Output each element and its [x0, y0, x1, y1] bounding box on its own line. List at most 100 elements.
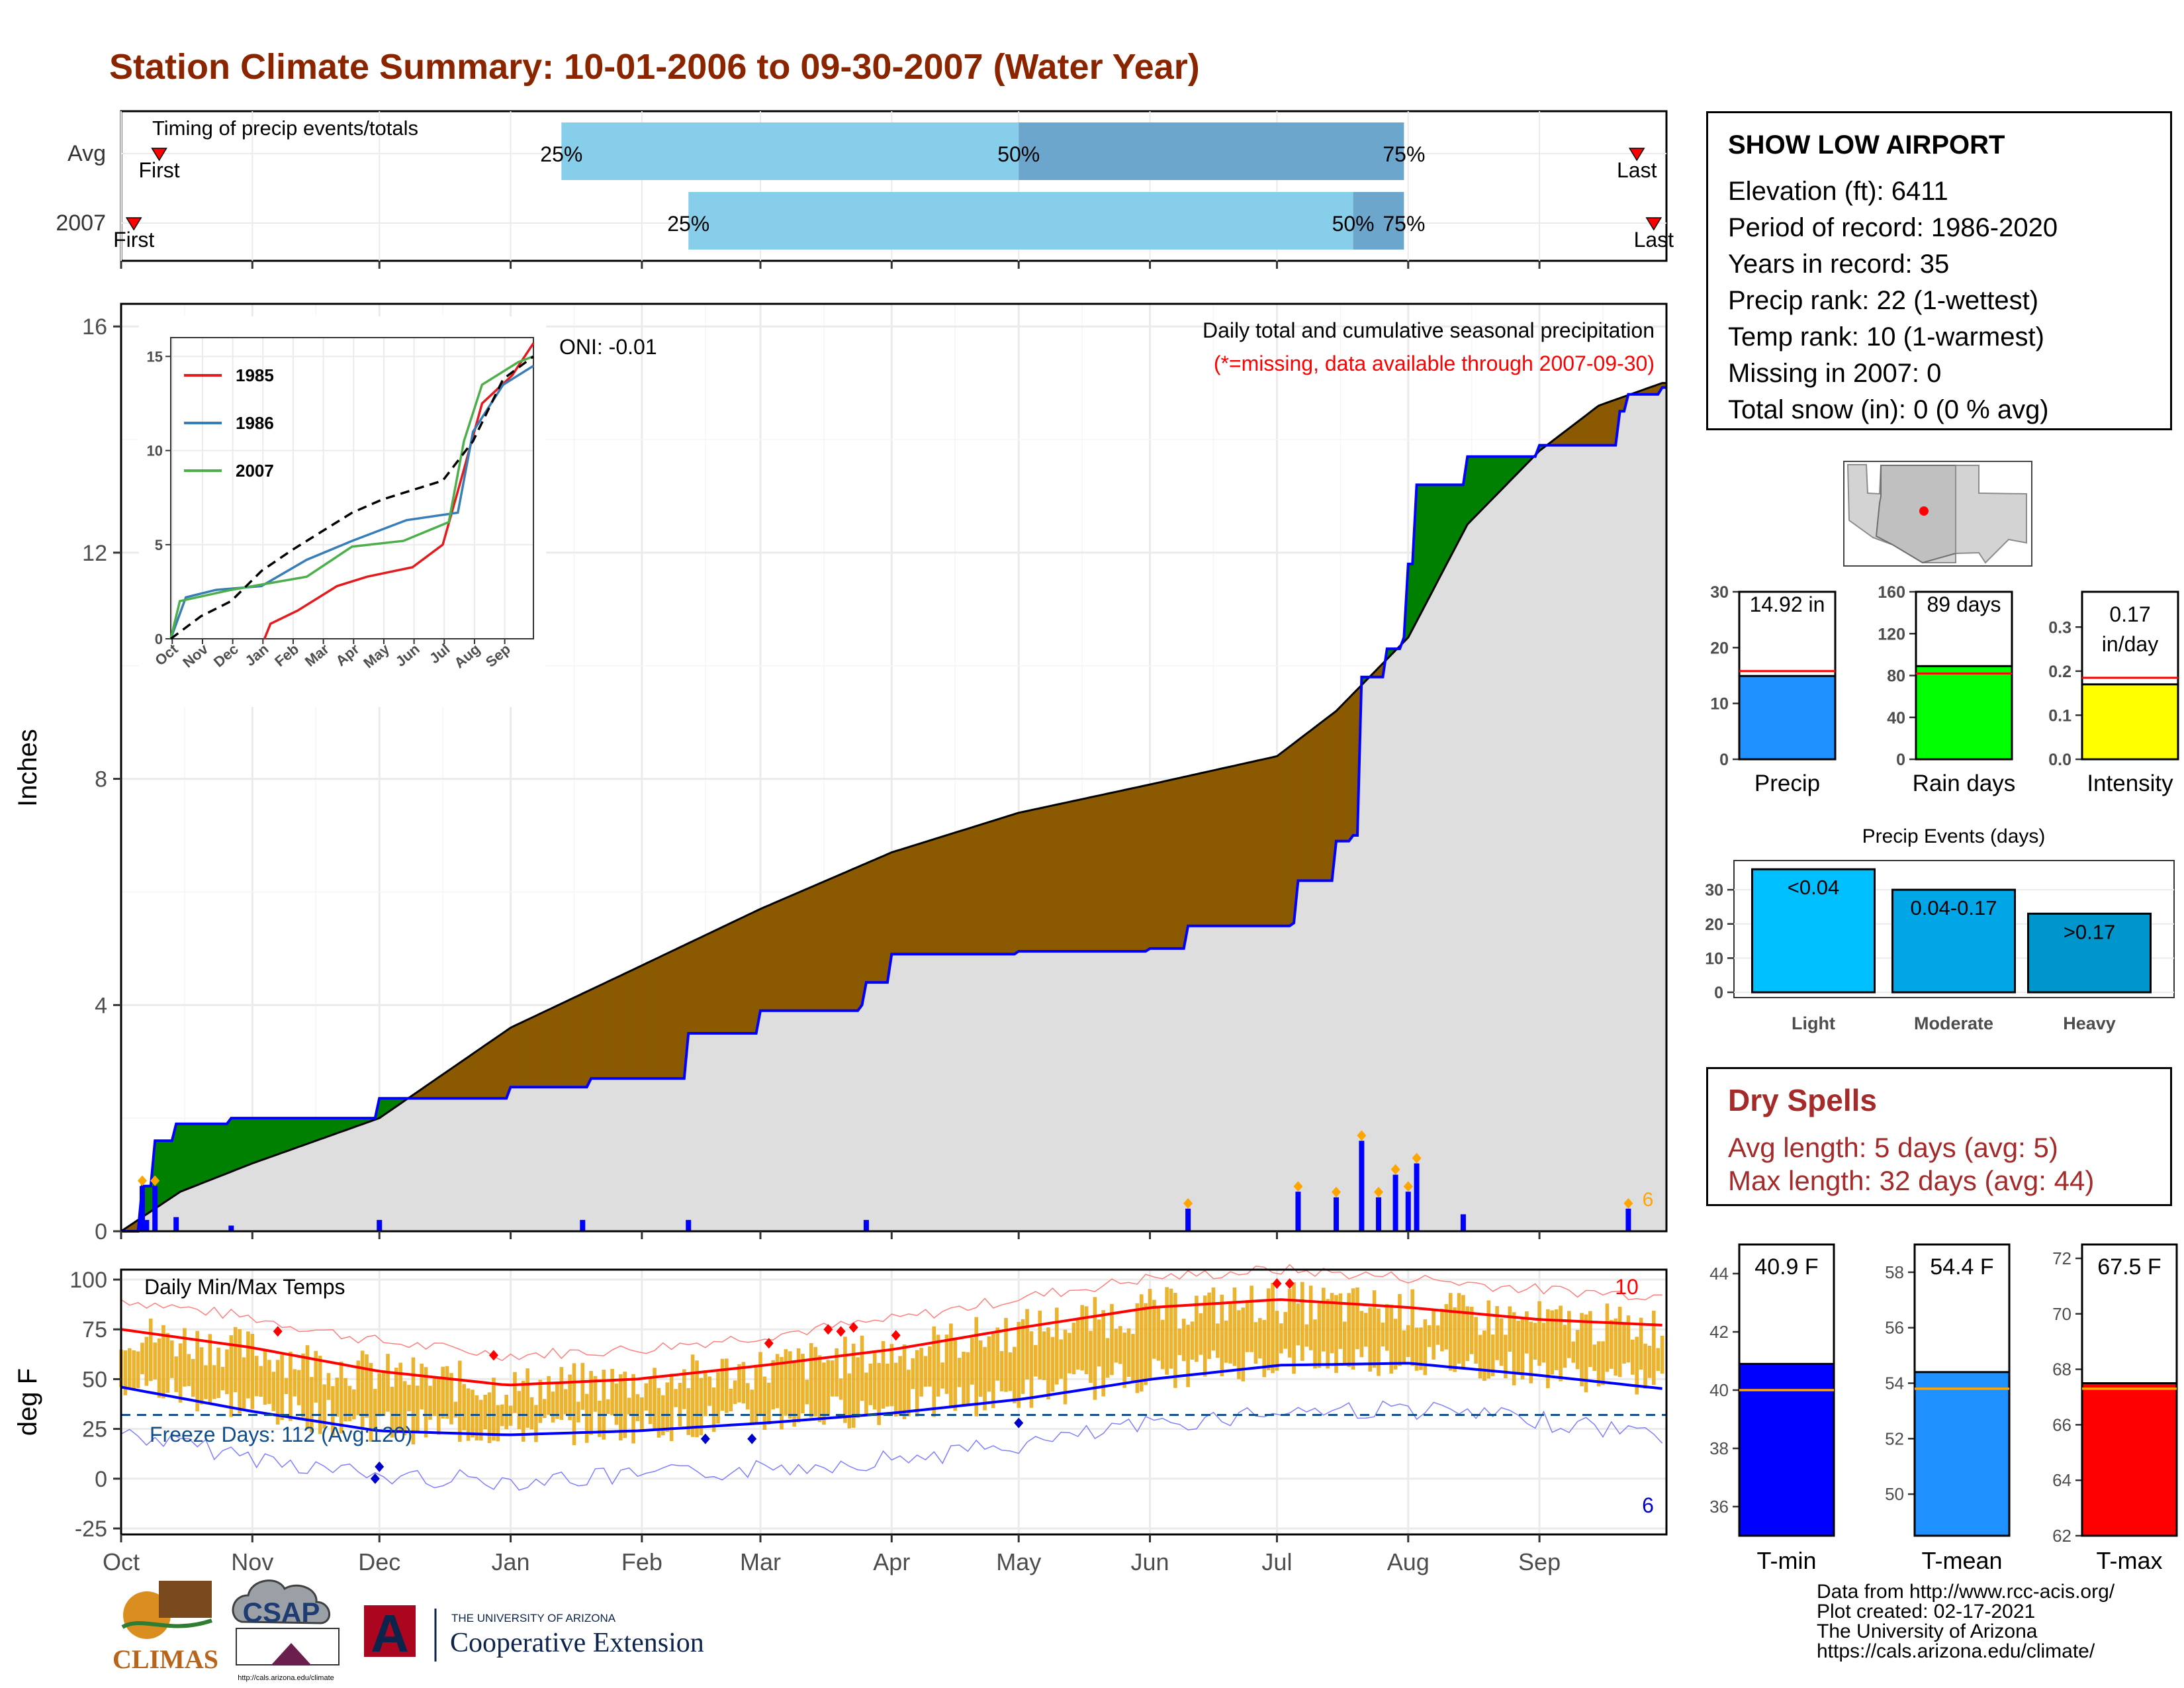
daily-temp-range-bar	[1275, 1311, 1279, 1371]
below-average-fill	[451, 1064, 456, 1099]
events-category-label: Heavy	[2063, 1013, 2116, 1033]
temp-ytick-label: 0	[95, 1467, 107, 1492]
above-average-fill	[226, 1117, 232, 1174]
below-average-fill	[1226, 766, 1231, 927]
summary-value-bar	[2081, 683, 2179, 761]
daily-temp-range-bar	[640, 1397, 644, 1432]
below-average-fill	[827, 877, 833, 1011]
daily-temp-range-bar	[1084, 1306, 1089, 1374]
below-average-fill	[764, 904, 770, 1011]
daily-temp-range-bar	[242, 1357, 246, 1409]
below-average-fill	[468, 1053, 473, 1099]
footer-line: The University of Arizona	[1817, 1620, 2038, 1642]
month-tick-label: Nov	[231, 1548, 273, 1575]
daily-temp-range-bar	[416, 1385, 420, 1434]
month-tick-label: Sep	[1518, 1548, 1561, 1575]
footer-line: https://cals.arizona.edu/climate/	[1817, 1640, 2095, 1662]
below-average-fill	[1234, 764, 1240, 927]
daily-record-marker	[1623, 1197, 1633, 1209]
daily-temp-range-bar	[707, 1376, 712, 1406]
record-high-marker	[823, 1324, 833, 1335]
tempbar-ytick-label: 42	[1709, 1322, 1729, 1342]
inset-series-2007	[169, 355, 534, 639]
below-average-fill	[1001, 816, 1007, 955]
daily-temp-range-bar	[1075, 1317, 1080, 1370]
above-average-fill	[201, 1123, 206, 1184]
daily-temp-range-bar	[212, 1365, 216, 1399]
record-high-marker	[1272, 1278, 1282, 1289]
above-average-fill	[180, 1123, 185, 1192]
daily-temp-range-bar	[602, 1370, 606, 1440]
tempbar-ytick-label: 56	[1885, 1318, 1904, 1338]
above-average-fill	[1467, 456, 1473, 526]
daily-temp-range-bar	[1258, 1318, 1262, 1359]
daily-temp-range-bar	[822, 1362, 826, 1425]
below-average-fill	[794, 892, 799, 1011]
below-average-fill	[942, 835, 947, 955]
below-average-fill	[608, 978, 613, 1079]
daily-temp-range-bar	[741, 1362, 746, 1404]
daily-temp-range-bar	[238, 1329, 242, 1414]
daily-temp-range-bar	[1203, 1295, 1207, 1377]
precip-count-label: 6	[1643, 1189, 1654, 1211]
daily-temp-range-bar	[1575, 1330, 1580, 1370]
below-average-fill	[442, 1070, 448, 1099]
first-event-marker	[125, 217, 142, 231]
tempbar-category-label: T-max	[2096, 1547, 2162, 1574]
daily-temp-range-bar	[1334, 1295, 1338, 1374]
above-average-fill	[294, 1117, 300, 1149]
precip-ytick-label: 16	[82, 314, 107, 340]
daily-temp-range-bar	[1605, 1303, 1610, 1372]
first-event-label: First	[113, 228, 154, 252]
record-high-marker	[836, 1326, 846, 1337]
above-average-fill	[311, 1117, 316, 1143]
below-average-fill	[561, 1001, 567, 1088]
daily-temp-range-bar	[229, 1335, 234, 1417]
daily-temp-range-bar	[953, 1340, 958, 1411]
below-average-fill	[455, 1062, 461, 1099]
daily-temp-range-bar	[191, 1358, 195, 1397]
below-average-fill	[1065, 801, 1070, 952]
summary-ytick-label: 20	[1710, 639, 1729, 657]
daily-temp-range-bar	[830, 1360, 835, 1397]
daily-temp-range-bar	[619, 1374, 623, 1441]
daily-temp-range-bar	[449, 1373, 453, 1425]
daily-precip-bar	[144, 1219, 150, 1231]
daily-temp-range-bar	[331, 1385, 335, 1436]
csap-cloud-shape	[232, 1579, 331, 1624]
daily-temp-range-bar	[1317, 1303, 1322, 1368]
above-average-fill	[1420, 484, 1426, 614]
below-average-fill	[1208, 770, 1214, 927]
below-average-fill	[671, 949, 676, 1079]
daily-temp-range-bar	[457, 1360, 462, 1442]
daily-temp-range-bar	[674, 1389, 678, 1407]
summary-ytick-label: 0.3	[2048, 618, 2071, 637]
daily-precip-bar	[863, 1219, 869, 1231]
daily-temp-range-bar	[1165, 1287, 1169, 1375]
below-average-fill	[832, 875, 837, 1011]
below-average-fill	[659, 955, 664, 1079]
below-average-fill	[1602, 402, 1608, 446]
below-average-fill	[629, 968, 634, 1079]
timing-p50-label: 50%	[1332, 212, 1375, 236]
daily-temp-range-bar	[441, 1366, 445, 1419]
timing-row-avg-label: Avg	[68, 141, 106, 166]
below-average-fill	[654, 957, 659, 1079]
below-average-fill	[641, 962, 647, 1079]
daily-temp-range-bar	[704, 1370, 707, 1417]
daily-precip-bar	[173, 1217, 179, 1231]
daily-temp-range-bar	[275, 1360, 280, 1425]
daily-temp-range-bar	[919, 1348, 923, 1397]
below-average-fill	[1048, 805, 1053, 952]
below-average-fill	[713, 928, 719, 1034]
below-average-fill	[1348, 692, 1354, 843]
daily-temp-range-bar	[1300, 1282, 1304, 1361]
record-low-marker	[747, 1433, 757, 1444]
below-average-fill	[1268, 757, 1273, 927]
daily-temp-range-bar	[165, 1333, 170, 1393]
daily-temp-range-bar	[1008, 1352, 1013, 1391]
daily-temp-range-bar	[195, 1331, 199, 1412]
first-event-label: First	[138, 158, 179, 182]
below-average-fill	[743, 914, 749, 1034]
daily-temp-range-bar	[923, 1356, 928, 1387]
